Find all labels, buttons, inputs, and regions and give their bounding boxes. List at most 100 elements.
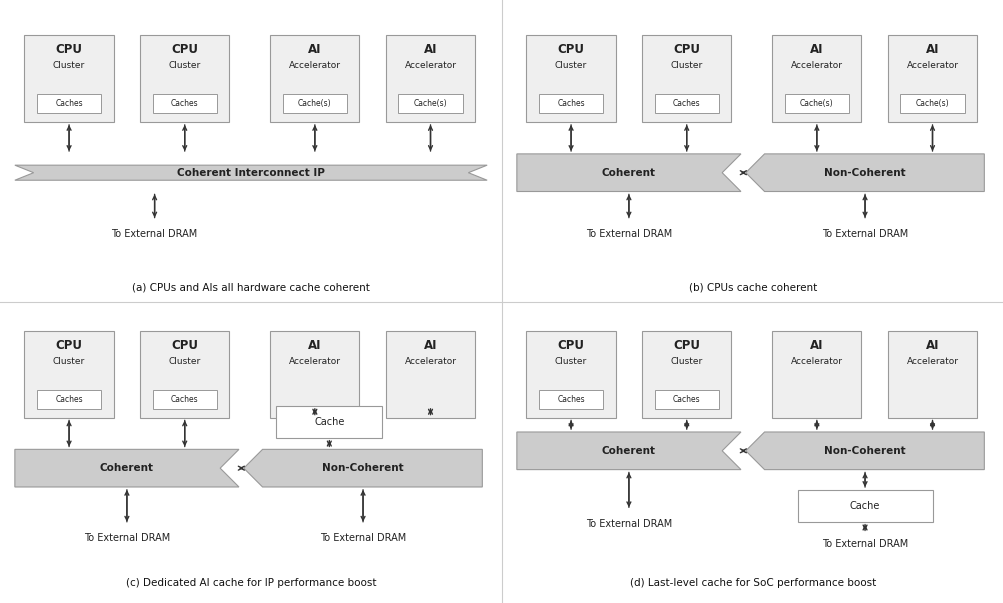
FancyBboxPatch shape [654, 390, 718, 409]
FancyBboxPatch shape [642, 330, 730, 417]
Text: Cluster: Cluster [169, 61, 201, 70]
Text: CPU: CPU [172, 43, 198, 57]
FancyBboxPatch shape [771, 330, 861, 417]
Text: Accelerator: Accelerator [289, 61, 340, 70]
Text: Cluster: Cluster [670, 61, 702, 70]
Text: (d) Last-level cache for SoC performance boost: (d) Last-level cache for SoC performance… [629, 578, 876, 589]
FancyBboxPatch shape [283, 94, 347, 113]
Text: Cluster: Cluster [555, 61, 587, 70]
FancyBboxPatch shape [900, 94, 964, 113]
FancyBboxPatch shape [539, 390, 603, 409]
FancyBboxPatch shape [24, 330, 113, 417]
Text: Cache(s): Cache(s) [298, 99, 331, 109]
Text: To External DRAM: To External DRAM [320, 533, 406, 543]
Text: Non-Coherent: Non-Coherent [823, 168, 905, 178]
Text: Caches: Caches [672, 395, 700, 404]
Text: Cache(s): Cache(s) [799, 99, 832, 109]
Text: Caches: Caches [171, 395, 199, 404]
Text: Accelerator: Accelerator [790, 356, 842, 365]
Text: Coherent Interconnect IP: Coherent Interconnect IP [177, 168, 325, 178]
Text: Accelerator: Accelerator [906, 356, 958, 365]
FancyBboxPatch shape [140, 330, 229, 417]
Text: Accelerator: Accelerator [289, 356, 340, 365]
FancyBboxPatch shape [37, 390, 101, 409]
Text: Cache(s): Cache(s) [915, 99, 949, 109]
Polygon shape [517, 154, 740, 192]
Text: CPU: CPU [55, 339, 82, 352]
FancyBboxPatch shape [887, 330, 976, 417]
Text: Cache: Cache [314, 417, 344, 427]
Text: CPU: CPU [172, 339, 198, 352]
Text: CPU: CPU [557, 43, 584, 57]
Text: Coherent: Coherent [602, 168, 655, 178]
Text: Cluster: Cluster [169, 356, 201, 365]
Text: AI: AI [423, 339, 437, 352]
Text: Caches: Caches [557, 99, 585, 109]
Polygon shape [244, 449, 481, 487]
Text: Cluster: Cluster [53, 356, 85, 365]
Text: AI: AI [809, 339, 822, 352]
Text: Accelerator: Accelerator [906, 61, 958, 70]
FancyBboxPatch shape [398, 94, 462, 113]
FancyBboxPatch shape [539, 94, 603, 113]
FancyBboxPatch shape [270, 330, 359, 417]
Text: Accelerator: Accelerator [404, 61, 456, 70]
FancyBboxPatch shape [276, 406, 382, 438]
Text: Cache(s): Cache(s) [413, 99, 447, 109]
FancyBboxPatch shape [152, 390, 217, 409]
Text: Cluster: Cluster [53, 61, 85, 70]
FancyBboxPatch shape [654, 94, 718, 113]
Text: (c) Dedicated AI cache for IP performance boost: (c) Dedicated AI cache for IP performanc… [125, 578, 376, 589]
Polygon shape [15, 449, 239, 487]
Text: To External DRAM: To External DRAM [83, 533, 170, 543]
FancyBboxPatch shape [385, 35, 474, 122]
Polygon shape [15, 165, 486, 180]
Text: Caches: Caches [55, 395, 83, 404]
Text: Cache: Cache [849, 501, 880, 511]
Polygon shape [517, 432, 740, 470]
FancyBboxPatch shape [887, 35, 976, 122]
Text: To External DRAM: To External DRAM [585, 519, 671, 529]
FancyBboxPatch shape [771, 35, 861, 122]
FancyBboxPatch shape [526, 35, 615, 122]
Text: AI: AI [308, 43, 321, 57]
FancyBboxPatch shape [140, 35, 229, 122]
FancyBboxPatch shape [270, 35, 359, 122]
Text: Cluster: Cluster [555, 356, 587, 365]
Text: CPU: CPU [673, 339, 699, 352]
Text: (b) CPUs cache coherent: (b) CPUs cache coherent [688, 283, 816, 293]
Text: Coherent: Coherent [602, 446, 655, 456]
FancyBboxPatch shape [385, 330, 474, 417]
Text: Caches: Caches [171, 99, 199, 109]
Text: Non-Coherent: Non-Coherent [322, 463, 403, 473]
FancyBboxPatch shape [796, 490, 932, 522]
Text: AI: AI [423, 43, 437, 57]
FancyBboxPatch shape [526, 330, 615, 417]
Text: To External DRAM: To External DRAM [821, 539, 908, 549]
Text: AI: AI [809, 43, 822, 57]
Text: AI: AI [925, 43, 939, 57]
FancyBboxPatch shape [37, 94, 101, 113]
Text: AI: AI [308, 339, 321, 352]
Polygon shape [745, 154, 983, 192]
FancyBboxPatch shape [642, 35, 730, 122]
Text: AI: AI [925, 339, 939, 352]
Text: Coherent: Coherent [100, 463, 153, 473]
Text: Caches: Caches [672, 99, 700, 109]
Polygon shape [745, 432, 983, 470]
Text: Cluster: Cluster [670, 356, 702, 365]
FancyBboxPatch shape [24, 35, 113, 122]
Text: Caches: Caches [55, 99, 83, 109]
Text: To External DRAM: To External DRAM [111, 229, 198, 239]
Text: CPU: CPU [673, 43, 699, 57]
Text: CPU: CPU [557, 339, 584, 352]
Text: CPU: CPU [55, 43, 82, 57]
Text: To External DRAM: To External DRAM [585, 229, 671, 239]
Text: To External DRAM: To External DRAM [821, 229, 908, 239]
FancyBboxPatch shape [152, 94, 217, 113]
Text: Caches: Caches [557, 395, 585, 404]
FancyBboxPatch shape [784, 94, 849, 113]
Text: Non-Coherent: Non-Coherent [823, 446, 905, 456]
Text: (a) CPUs and AIs all hardware cache coherent: (a) CPUs and AIs all hardware cache cohe… [132, 283, 369, 293]
Text: Accelerator: Accelerator [790, 61, 842, 70]
